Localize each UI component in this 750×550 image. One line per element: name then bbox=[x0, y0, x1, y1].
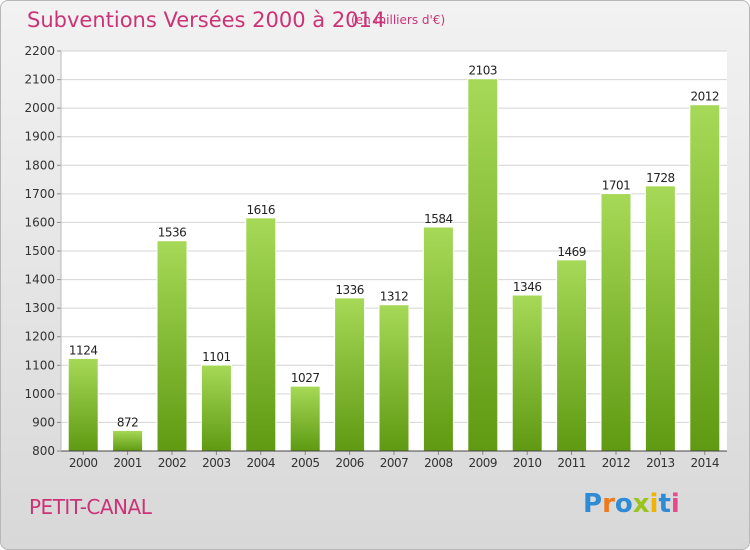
x-axis-ticks: 2000 2001 2002 2003 2004 2005 2006 2007 2008 2009… bbox=[69, 451, 720, 470]
y-axis-ticks: 800 900 1000 1100 1200 1300 1400 1500 1600 1700 18… bbox=[24, 44, 61, 458]
y-tick-label: 1300 bbox=[24, 301, 55, 315]
proxiti-logo: Proxiti bbox=[583, 489, 680, 519]
logo-letter: i bbox=[670, 489, 680, 519]
bar-value-label: 1584 bbox=[424, 212, 453, 226]
bar-2008 bbox=[422, 226, 454, 452]
logo-letter: o bbox=[614, 489, 633, 519]
y-tick-label: 1700 bbox=[24, 187, 55, 201]
logo-letter: r bbox=[602, 489, 615, 519]
bar-value-label: 1616 bbox=[247, 203, 276, 217]
bar-value-label: 1124 bbox=[69, 343, 98, 357]
bar-2010 bbox=[511, 294, 543, 452]
x-tick-label: 2012 bbox=[602, 456, 631, 470]
x-tick-label: 2007 bbox=[380, 456, 409, 470]
x-tick-label: 2011 bbox=[557, 456, 586, 470]
bar-2014 bbox=[689, 104, 721, 452]
chart-subtitle: (en milliers d'€) bbox=[351, 13, 446, 27]
y-tick-label: 2000 bbox=[24, 101, 55, 115]
bar-value-label: 1728 bbox=[646, 171, 675, 185]
y-tick-label: 900 bbox=[32, 415, 55, 429]
bar-2002 bbox=[156, 240, 188, 452]
y-tick-label: 1500 bbox=[24, 244, 55, 258]
x-tick-label: 2008 bbox=[424, 456, 453, 470]
logo-letter: P bbox=[583, 489, 603, 519]
chart-title: Subventions Versées 2000 à 2014 bbox=[27, 8, 386, 32]
x-tick-label: 2014 bbox=[691, 456, 720, 470]
x-tick-label: 2002 bbox=[158, 456, 187, 470]
logo-letter: t bbox=[658, 489, 671, 519]
bar-value-label: 1312 bbox=[380, 290, 409, 304]
bar-2001 bbox=[112, 429, 144, 452]
x-tick-label: 2005 bbox=[291, 456, 320, 470]
bar-value-label: 1346 bbox=[513, 280, 542, 294]
logo-letter: x bbox=[632, 489, 650, 519]
bar-value-label: 2012 bbox=[691, 90, 720, 104]
bar-2006 bbox=[334, 297, 366, 452]
bar-2013 bbox=[644, 185, 676, 452]
x-tick-label: 2009 bbox=[469, 456, 498, 470]
bar-value-label: 1536 bbox=[158, 226, 187, 240]
x-tick-label: 2010 bbox=[513, 456, 542, 470]
bar-2009 bbox=[467, 78, 499, 452]
y-tick-label: 800 bbox=[32, 444, 55, 458]
y-tick-label: 2200 bbox=[24, 44, 55, 58]
y-tick-label: 1600 bbox=[24, 215, 55, 229]
bar-2012 bbox=[600, 193, 632, 452]
y-tick-label: 1900 bbox=[24, 130, 55, 144]
bar-2003 bbox=[200, 364, 232, 452]
value-labels: 1124 872 1536 1101 1616 1027 1336 1312 1584 2103 1… bbox=[69, 64, 720, 430]
y-tick-label: 1200 bbox=[24, 330, 55, 344]
y-tick-label: 1100 bbox=[24, 358, 55, 372]
y-tick-label: 1800 bbox=[24, 158, 55, 172]
bar-2005 bbox=[289, 385, 321, 452]
x-tick-label: 2013 bbox=[646, 456, 675, 470]
logo-letter: i bbox=[649, 489, 659, 519]
x-tick-label: 2001 bbox=[113, 456, 142, 470]
bar-value-label: 1101 bbox=[202, 350, 231, 364]
x-tick-label: 2004 bbox=[247, 456, 276, 470]
bar-value-label: 2103 bbox=[469, 64, 498, 78]
bar-value-label: 1336 bbox=[335, 283, 364, 297]
y-tick-label: 1000 bbox=[24, 387, 55, 401]
bar-2011 bbox=[556, 259, 588, 452]
y-tick-label: 1400 bbox=[24, 273, 55, 287]
x-tick-label: 2006 bbox=[335, 456, 364, 470]
x-tick-label: 2003 bbox=[202, 456, 231, 470]
bars bbox=[67, 78, 721, 452]
place-name: PETIT-CANAL bbox=[29, 495, 152, 519]
bar-2007 bbox=[378, 304, 410, 452]
bar-value-label: 872 bbox=[117, 415, 138, 429]
bar-2000 bbox=[67, 357, 99, 452]
bar-value-label: 1027 bbox=[291, 371, 320, 385]
bar-2004 bbox=[245, 217, 277, 452]
bar-value-label: 1701 bbox=[602, 179, 631, 193]
x-tick-label: 2000 bbox=[69, 456, 98, 470]
bar-value-label: 1469 bbox=[557, 245, 586, 259]
y-tick-label: 2100 bbox=[24, 73, 55, 87]
